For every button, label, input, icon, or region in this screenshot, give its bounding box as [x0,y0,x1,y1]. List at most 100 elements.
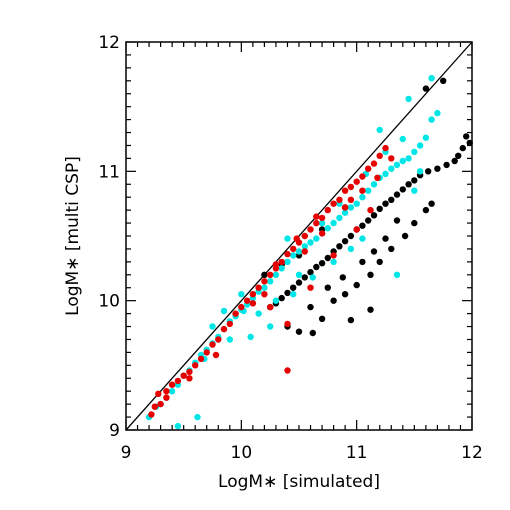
x-axis-label: LogM∗ [simulated] [218,472,380,492]
data-point [455,152,462,159]
data-point [347,245,355,253]
data-point [367,271,374,278]
data-point [359,235,366,242]
data-point [330,258,337,266]
x-tick-label: 9 [121,443,132,463]
data-point [347,232,355,240]
data-point [295,271,303,278]
data-point [318,260,326,267]
data-point [359,222,366,229]
data-point [459,144,466,152]
data-point [336,214,343,222]
data-point [359,258,366,266]
data-point [309,274,316,281]
data-point [451,157,458,165]
data-point [267,303,274,311]
data-point [261,284,268,291]
data-point [399,157,406,165]
data-point [163,388,170,395]
data-point [324,254,331,262]
data-point [324,225,331,232]
data-point [284,250,291,258]
y-tick-label: 10 [98,292,120,312]
data-point [318,230,326,237]
data-point [301,274,308,281]
data-point [425,168,432,175]
data-point [393,271,401,278]
data-point [367,206,374,214]
data-point [247,333,254,341]
data-point [341,204,349,211]
data-point [393,161,401,169]
data-point [238,303,245,311]
data-point [192,362,199,369]
data-point [416,142,424,149]
data-point [330,252,337,259]
y-tick-label: 12 [98,33,120,53]
data-point [336,196,343,203]
data-point [339,274,346,281]
data-point [272,271,280,278]
data-point [215,336,222,343]
data-point [365,187,372,194]
data-point [318,219,326,227]
data-point [186,375,193,382]
data-point [151,403,158,410]
series-2 [148,144,395,418]
data-point [353,200,360,207]
data-point [428,75,435,82]
data-point [370,160,378,167]
data-point [148,411,155,418]
data-point [405,95,412,103]
data-point [341,209,349,216]
data-point [324,284,331,291]
data-point [290,284,297,291]
data-point [307,303,314,311]
data-point [313,213,320,220]
data-point [203,349,210,356]
data-point [405,181,412,188]
data-point [194,413,201,421]
data-point [295,248,303,255]
data-point [376,258,383,266]
data-point [330,200,337,207]
data-point [278,265,285,272]
data-point [388,245,395,253]
data-point [307,269,314,276]
data-point [411,219,418,227]
data-point [440,77,447,85]
data-point [401,232,409,240]
data-point [353,178,360,185]
data-point [174,377,182,385]
data-point [370,181,378,188]
plot-frame [125,41,473,431]
data-point [399,186,406,193]
data-point [255,310,262,317]
data-point [422,85,430,92]
data-point [428,116,435,123]
data-point [388,196,395,203]
data-point [226,336,233,343]
data-point [284,289,291,297]
data-point [272,261,280,268]
data-point [382,200,389,207]
data-point [261,278,268,285]
data-point [307,226,314,233]
data-point [267,271,274,278]
series-0 [261,77,473,337]
data-point [370,248,378,255]
data-point [370,212,378,219]
data-point [284,235,291,242]
data-point [301,243,308,250]
data-point [278,294,285,302]
data-point [313,235,320,242]
y-axis-label: LogM∗ [multi CSP] [63,156,83,316]
data-point [411,177,418,184]
data-point [249,300,257,307]
data-point [220,325,228,333]
x-tick-label: 12 [461,443,483,463]
data-point [388,165,395,172]
data-point [197,355,205,363]
data-point [290,245,297,253]
